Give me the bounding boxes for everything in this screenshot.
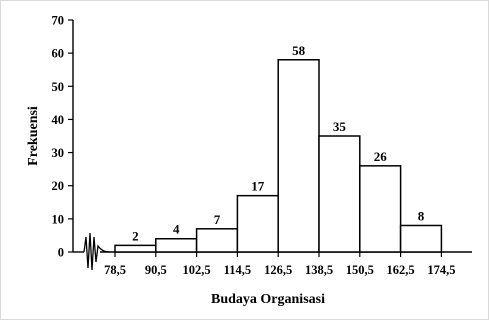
y-tick-label: 40 [52,113,65,127]
x-tick-label: 102,5 [183,263,211,277]
x-tick-label: 90,5 [145,263,167,277]
histogram-bar [277,59,320,253]
y-tick-label: 70 [52,14,65,28]
histogram-bar [114,244,157,253]
y-tick-label: 30 [52,146,65,160]
x-axis-title: Budaya Organisasi [211,292,325,307]
histogram-bar [195,228,239,253]
bar-value-label: 17 [251,179,265,194]
x-tick-label: 78,5 [104,263,126,277]
bar-value-label: 35 [333,119,347,134]
bar-value-label: 4 [173,222,180,237]
y-tick-label: 10 [52,212,65,226]
histogram-bar [359,165,402,253]
histogram-bar [399,224,443,253]
bar-value-label: 26 [374,149,388,164]
y-tick-label: 0 [58,246,64,260]
histogram-bar [236,194,279,253]
y-tick-label: 50 [52,80,65,94]
x-ticks: 78,5 90,5 102,5 114,5 126,5 138,5 150,5 162,5 17… [104,252,455,277]
histogram-bar [155,237,198,253]
x-tick-label: 150,5 [346,263,374,277]
bars [114,59,443,253]
y-axis-title: Frekuensi [26,106,41,166]
x-tick-label: 162,5 [387,263,415,277]
histogram-bar [318,135,361,253]
y-tick-label: 20 [52,179,65,193]
y-ticks: 0 10 20 30 40 50 60 70 [52,14,73,260]
x-tick-label: 174,5 [427,263,455,277]
x-tick-label: 114,5 [224,263,251,277]
x-tick-label: 126,5 [264,263,292,277]
data-labels: 2 4 7 17 58 35 26 8 [132,43,425,244]
bar-value-label: 7 [214,212,221,227]
bar-value-label: 8 [418,208,425,223]
y-tick-label: 60 [52,47,65,61]
bar-value-label: 58 [292,43,306,58]
bar-value-label: 2 [132,228,139,243]
x-tick-label: 138,5 [305,263,333,277]
